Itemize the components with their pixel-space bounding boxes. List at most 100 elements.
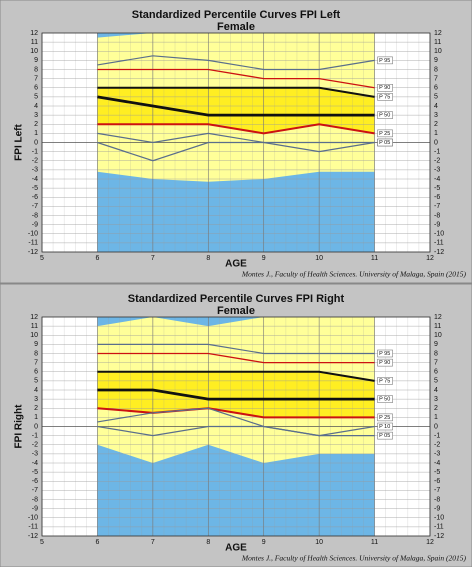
percentile-line (97, 407, 375, 437)
x-tick-label: 5 (40, 255, 44, 262)
y-tick-label: 1 (34, 414, 38, 421)
legend-label: P 95 (379, 58, 390, 64)
y2-tick-label: 11 (434, 323, 441, 330)
y2-tick-label: -8 (434, 496, 440, 503)
x-tick-label: 7 (151, 255, 155, 262)
y-tick-label: -12 (28, 533, 38, 540)
y2-tick-label: -7 (434, 203, 440, 210)
credit: Montes J., Faculty of Health Sciences. U… (241, 270, 467, 279)
y2-tick-label: 2 (434, 405, 438, 412)
x-tick-label: 12 (426, 255, 434, 262)
y-tick-label: -1 (32, 148, 38, 155)
y2-tick-label: 7 (434, 75, 438, 82)
legend-box (377, 129, 393, 138)
y-tick-label: 2 (34, 121, 38, 128)
y-tick-label: 10 (30, 332, 38, 339)
y2-tick-label: 5 (434, 94, 438, 101)
y2-tick-label: 3 (434, 112, 438, 119)
percentile-line (97, 343, 375, 355)
y2-tick-label: 4 (434, 103, 438, 110)
percentile-line (97, 425, 375, 437)
percentile-line (97, 123, 375, 135)
y2-tick-label: -5 (434, 185, 440, 192)
y-tick-label: -11 (28, 524, 38, 531)
y2-tick-label: 12 (434, 314, 442, 321)
legend-label: P 25 (379, 131, 390, 137)
legend-label: P 95 (379, 351, 390, 357)
y2-tick-label: 4 (434, 387, 438, 394)
y-tick-label: 5 (34, 378, 38, 385)
legend-label: P 50 (379, 113, 390, 119)
y-tick-label: 3 (34, 112, 38, 119)
y2-tick-label: 11 (434, 39, 441, 46)
y-tick-label: -12 (28, 249, 38, 256)
y2-tick-label: -9 (434, 221, 440, 228)
percentile-line (97, 95, 375, 117)
y2-tick-label: -4 (434, 176, 440, 183)
y2-tick-label: -1 (434, 432, 440, 439)
y2-tick-label: -6 (434, 194, 440, 201)
legend-box (377, 431, 393, 440)
x-tick-label: 8 (206, 539, 210, 546)
x-axis-label: AGE (225, 259, 247, 270)
y-tick-label: 12 (30, 30, 38, 37)
percentile-line (97, 86, 375, 98)
legend-box (377, 395, 393, 403)
legend-box (377, 413, 393, 422)
y-tick-label: -6 (32, 194, 38, 201)
legend-label: P 10 (379, 424, 390, 430)
y-axis-label: FPI Right (14, 404, 25, 449)
x-tick-label: 9 (262, 539, 266, 546)
percentile-line (97, 132, 375, 144)
x-tick-label: 10 (315, 539, 323, 546)
y-tick-label: -11 (28, 240, 38, 247)
y-tick-label: -4 (32, 176, 38, 183)
y2-tick-label: 10 (434, 332, 442, 339)
legend-label: P 50 (379, 397, 390, 403)
chart-panel: -12 -12-11 -11-10 -10-9 -9-8 -8-7 -7-6 -6-5 -5-4… (14, 293, 467, 563)
legend-box (377, 377, 393, 385)
y-tick-label: 9 (34, 341, 38, 348)
y2-tick-label: 10 (434, 48, 442, 55)
y2-tick-label: -3 (434, 167, 440, 174)
y2-tick-label: -6 (434, 478, 440, 485)
y-tick-label: -10 (28, 515, 38, 522)
x-tick-label: 6 (95, 255, 99, 262)
y-tick-label: -10 (28, 231, 38, 238)
x-tick-label: 6 (95, 539, 99, 546)
chart-title: Standardized Percentile Curves FPI Left (132, 9, 341, 21)
inner-band (97, 87, 375, 134)
legend-label: P 25 (379, 415, 390, 421)
x-tick-label: 11 (371, 255, 378, 262)
y-tick-label: -9 (32, 505, 38, 512)
legend-box (377, 111, 393, 119)
x-tick-label: 10 (315, 255, 323, 262)
x-tick-label: 5 (40, 539, 44, 546)
y2-tick-label: 2 (434, 121, 438, 128)
y-tick-label: -2 (32, 442, 38, 449)
plot-border (41, 32, 431, 253)
y2-tick-label: -10 (434, 515, 444, 522)
legend-label: P 90 (379, 85, 390, 91)
legend-box (377, 84, 393, 92)
inner-band (97, 371, 375, 418)
y-tick-label: -5 (32, 185, 38, 192)
legend-box (377, 56, 393, 65)
plot-border (41, 316, 431, 537)
y-tick-label: 8 (34, 350, 38, 357)
legend-box (377, 422, 393, 431)
y-tick-label: 10 (30, 48, 38, 55)
y-tick-label: 6 (34, 369, 38, 376)
legend-label: P 75 (379, 378, 390, 384)
y-tick-label: -7 (32, 487, 38, 494)
y-tick-label: 0 (34, 423, 38, 430)
y-tick-label: -1 (32, 432, 38, 439)
y-tick-label: 6 (34, 85, 38, 92)
y2-tick-label: -8 (434, 212, 440, 219)
x-tick-label: 7 (151, 539, 155, 546)
y-tick-label: -3 (32, 167, 38, 174)
x-tick-label: 11 (371, 539, 378, 546)
y-tick-label: 0 (34, 139, 38, 146)
y2-tick-label: 1 (434, 130, 438, 137)
